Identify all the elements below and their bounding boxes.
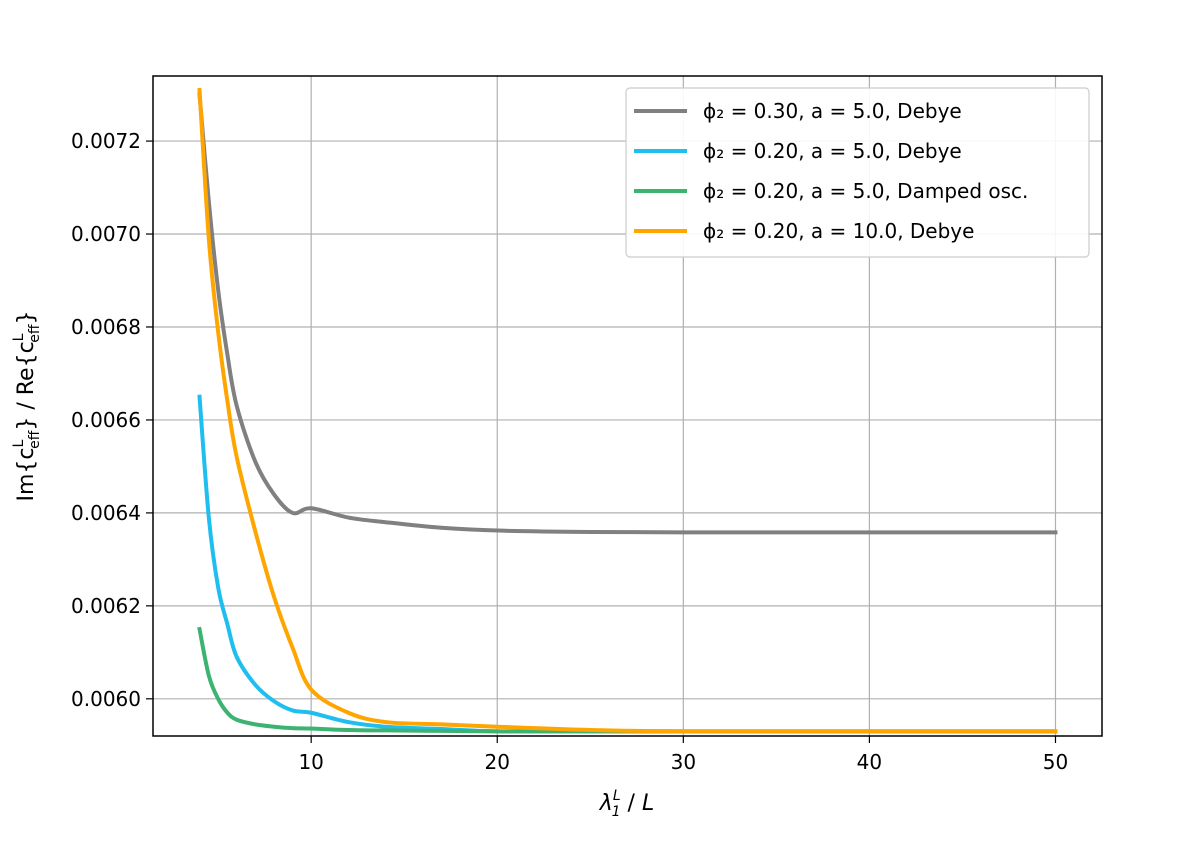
y-axis-label: Im{cLeff} / Re{cLeff} (11, 311, 43, 502)
series-line-1 (197, 92, 1058, 535)
y-tick-label: 0.0066 (71, 408, 141, 432)
legend: ϕ₂ = 0.30, a = 5.0, Debye ϕ₂ = 0.20, a = … (625, 87, 1090, 258)
y-tick-label: 0.0072 (71, 129, 141, 153)
legend-label-3: ϕ₂ = 0.20, a = 5.0, Damped osc. (703, 179, 1028, 203)
x-tick-label: 30 (671, 750, 696, 774)
axis-ticks: 10 20 30 40 50 0.0060 0.0062 0.0064 0.0066 0.0068… (71, 129, 1068, 774)
plot-area-frame (152, 75, 1103, 737)
x-axis-label: λL 1 / L (599, 788, 654, 820)
svg-text:Im{cLeff} / Re{cLeff}: Im{cLeff} / Re{cLeff} (11, 311, 43, 502)
x-tick-label: 20 (485, 750, 510, 774)
legend-label-1: ϕ₂ = 0.30, a = 5.0, Debye (703, 99, 962, 123)
legend-label-2: ϕ₂ = 0.20, a = 5.0, Debye (703, 139, 962, 163)
series-line-4 (197, 87, 1058, 734)
legend-label-4: ϕ₂ = 0.20, a = 10.0, Debye (703, 219, 974, 243)
y-tick-label: 0.0070 (71, 222, 141, 246)
y-tick-label: 0.0060 (71, 687, 141, 711)
x-tick-label: 10 (298, 750, 323, 774)
y-tick-label: 0.0068 (71, 315, 141, 339)
x-tick-label: 40 (857, 750, 882, 774)
plot-series (197, 87, 1058, 734)
x-tick-label: 50 (1043, 750, 1068, 774)
svg-text:λL1 / L: λL 1 / L (599, 788, 654, 820)
legend-box (625, 87, 1090, 258)
y-tick-label: 0.0062 (71, 594, 141, 618)
y-tick-label: 0.0064 (71, 501, 141, 525)
